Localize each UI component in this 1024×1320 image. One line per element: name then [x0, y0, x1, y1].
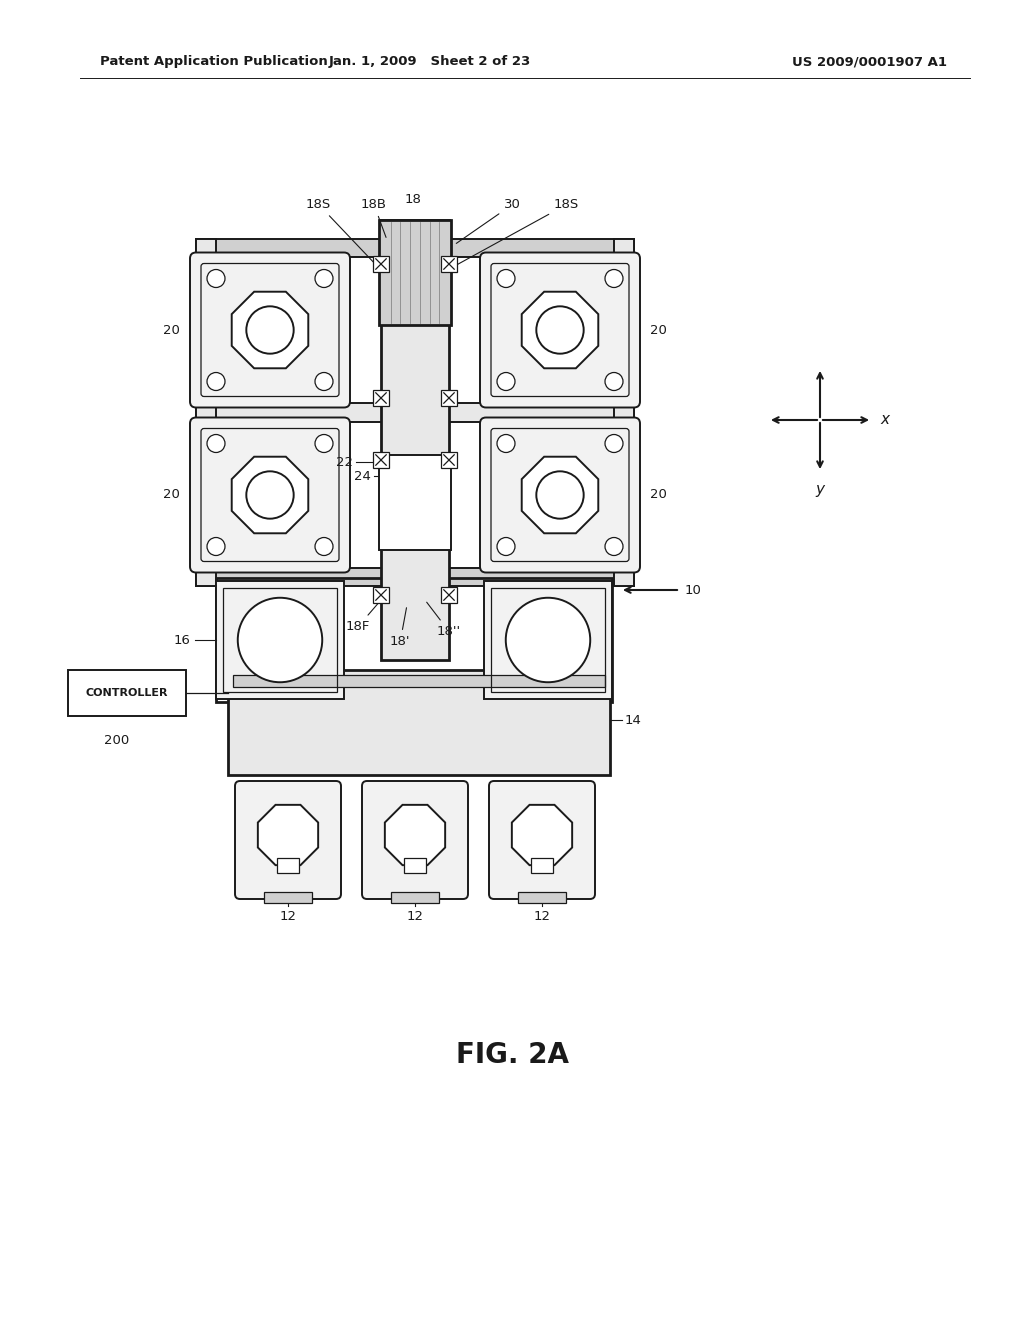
Bar [373, 256, 389, 272]
Bar [264, 892, 312, 903]
Bar [196, 239, 216, 586]
FancyBboxPatch shape [480, 417, 640, 573]
Text: Jan. 1, 2009   Sheet 2 of 23: Jan. 1, 2009 Sheet 2 of 23 [329, 55, 531, 69]
Text: 12: 12 [534, 909, 551, 923]
Bar [441, 256, 457, 272]
Polygon shape [512, 805, 572, 865]
Bar [404, 858, 426, 874]
Text: Patent Application Publication: Patent Application Publication [100, 55, 328, 69]
Text: 18S: 18S [454, 198, 580, 267]
Circle shape [315, 537, 333, 556]
Text: US 2009/0001907 A1: US 2009/0001907 A1 [793, 55, 947, 69]
Circle shape [207, 372, 225, 391]
Bar [373, 587, 389, 603]
Text: 12: 12 [280, 909, 297, 923]
Circle shape [497, 537, 515, 556]
Bar [228, 671, 610, 775]
Bar [441, 451, 457, 469]
Bar [278, 858, 299, 874]
Bar [381, 220, 449, 660]
Circle shape [207, 269, 225, 288]
FancyBboxPatch shape [480, 252, 640, 408]
FancyBboxPatch shape [234, 781, 341, 899]
Bar [531, 858, 553, 874]
Text: 10: 10 [685, 583, 701, 597]
Text: CONTROLLER: CONTROLLER [86, 688, 168, 698]
FancyBboxPatch shape [190, 252, 350, 408]
Bar [68, 671, 186, 715]
FancyBboxPatch shape [190, 417, 350, 573]
Text: 24: 24 [354, 470, 371, 483]
Bar [484, 581, 612, 700]
Circle shape [537, 306, 584, 354]
Bar [379, 220, 451, 325]
Text: FIG. 2A: FIG. 2A [456, 1041, 568, 1069]
Text: x: x [880, 412, 889, 428]
Circle shape [506, 598, 590, 682]
Bar [379, 455, 451, 550]
Circle shape [247, 471, 294, 519]
Text: 22: 22 [336, 455, 353, 469]
Circle shape [497, 269, 515, 288]
Text: 18S: 18S [306, 198, 377, 267]
Bar [518, 892, 566, 903]
Circle shape [315, 269, 333, 288]
Text: 14: 14 [625, 714, 642, 726]
Bar [373, 451, 389, 469]
Circle shape [497, 434, 515, 453]
Text: 18: 18 [404, 193, 422, 206]
Bar [216, 578, 612, 702]
FancyBboxPatch shape [489, 781, 595, 899]
Bar [223, 587, 337, 692]
Circle shape [605, 434, 623, 453]
Circle shape [497, 372, 515, 391]
Text: 18': 18' [390, 607, 411, 648]
Bar [441, 587, 457, 603]
Bar [441, 389, 457, 407]
Bar [216, 581, 344, 700]
Text: 20: 20 [163, 488, 180, 502]
FancyBboxPatch shape [362, 781, 468, 899]
Text: 200: 200 [104, 734, 130, 747]
Circle shape [537, 471, 584, 519]
Polygon shape [231, 292, 308, 368]
Bar [490, 587, 605, 692]
Text: 20: 20 [650, 323, 667, 337]
Circle shape [315, 372, 333, 391]
Polygon shape [521, 292, 598, 368]
Polygon shape [231, 457, 308, 533]
Circle shape [315, 434, 333, 453]
Circle shape [605, 372, 623, 391]
Text: y: y [815, 482, 824, 498]
Circle shape [207, 434, 225, 453]
Bar [233, 675, 605, 686]
Text: 18'': 18'' [427, 602, 461, 638]
Polygon shape [521, 457, 598, 533]
Bar [614, 239, 634, 586]
Bar [196, 403, 634, 422]
Bar [373, 389, 389, 407]
Text: 20: 20 [163, 323, 180, 337]
Text: 12: 12 [407, 909, 424, 923]
Circle shape [247, 306, 294, 354]
Circle shape [207, 537, 225, 556]
Polygon shape [258, 805, 318, 865]
Text: 30: 30 [457, 198, 521, 243]
Text: 18B: 18B [361, 198, 387, 238]
Circle shape [605, 537, 623, 556]
Text: 16: 16 [173, 634, 190, 647]
Bar [196, 568, 634, 586]
Polygon shape [385, 805, 445, 865]
Circle shape [238, 598, 323, 682]
Text: 18F: 18F [346, 602, 379, 634]
Circle shape [605, 269, 623, 288]
Text: 20: 20 [650, 488, 667, 502]
Bar [196, 239, 634, 257]
Bar [391, 892, 439, 903]
